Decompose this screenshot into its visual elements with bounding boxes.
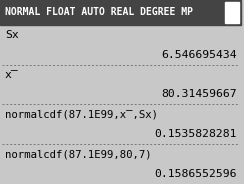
Text: 80.31459667: 80.31459667 <box>161 89 236 100</box>
Text: 0.1586552596: 0.1586552596 <box>154 169 236 179</box>
Text: Sx: Sx <box>5 30 19 40</box>
Text: normalcdf(87.1E99,x̅,Sx): normalcdf(87.1E99,x̅,Sx) <box>5 109 158 119</box>
Text: normalcdf(87.1E99,80,7): normalcdf(87.1E99,80,7) <box>5 149 152 159</box>
Text: 6.546695434: 6.546695434 <box>161 50 236 60</box>
Text: 0.1535828281: 0.1535828281 <box>154 129 236 139</box>
Text: x̅: x̅ <box>5 70 19 79</box>
Bar <box>0 0 241 25</box>
Bar <box>225 2 239 23</box>
Text: NORMAL FLOAT AUTO REAL DEGREE MP: NORMAL FLOAT AUTO REAL DEGREE MP <box>5 7 193 17</box>
